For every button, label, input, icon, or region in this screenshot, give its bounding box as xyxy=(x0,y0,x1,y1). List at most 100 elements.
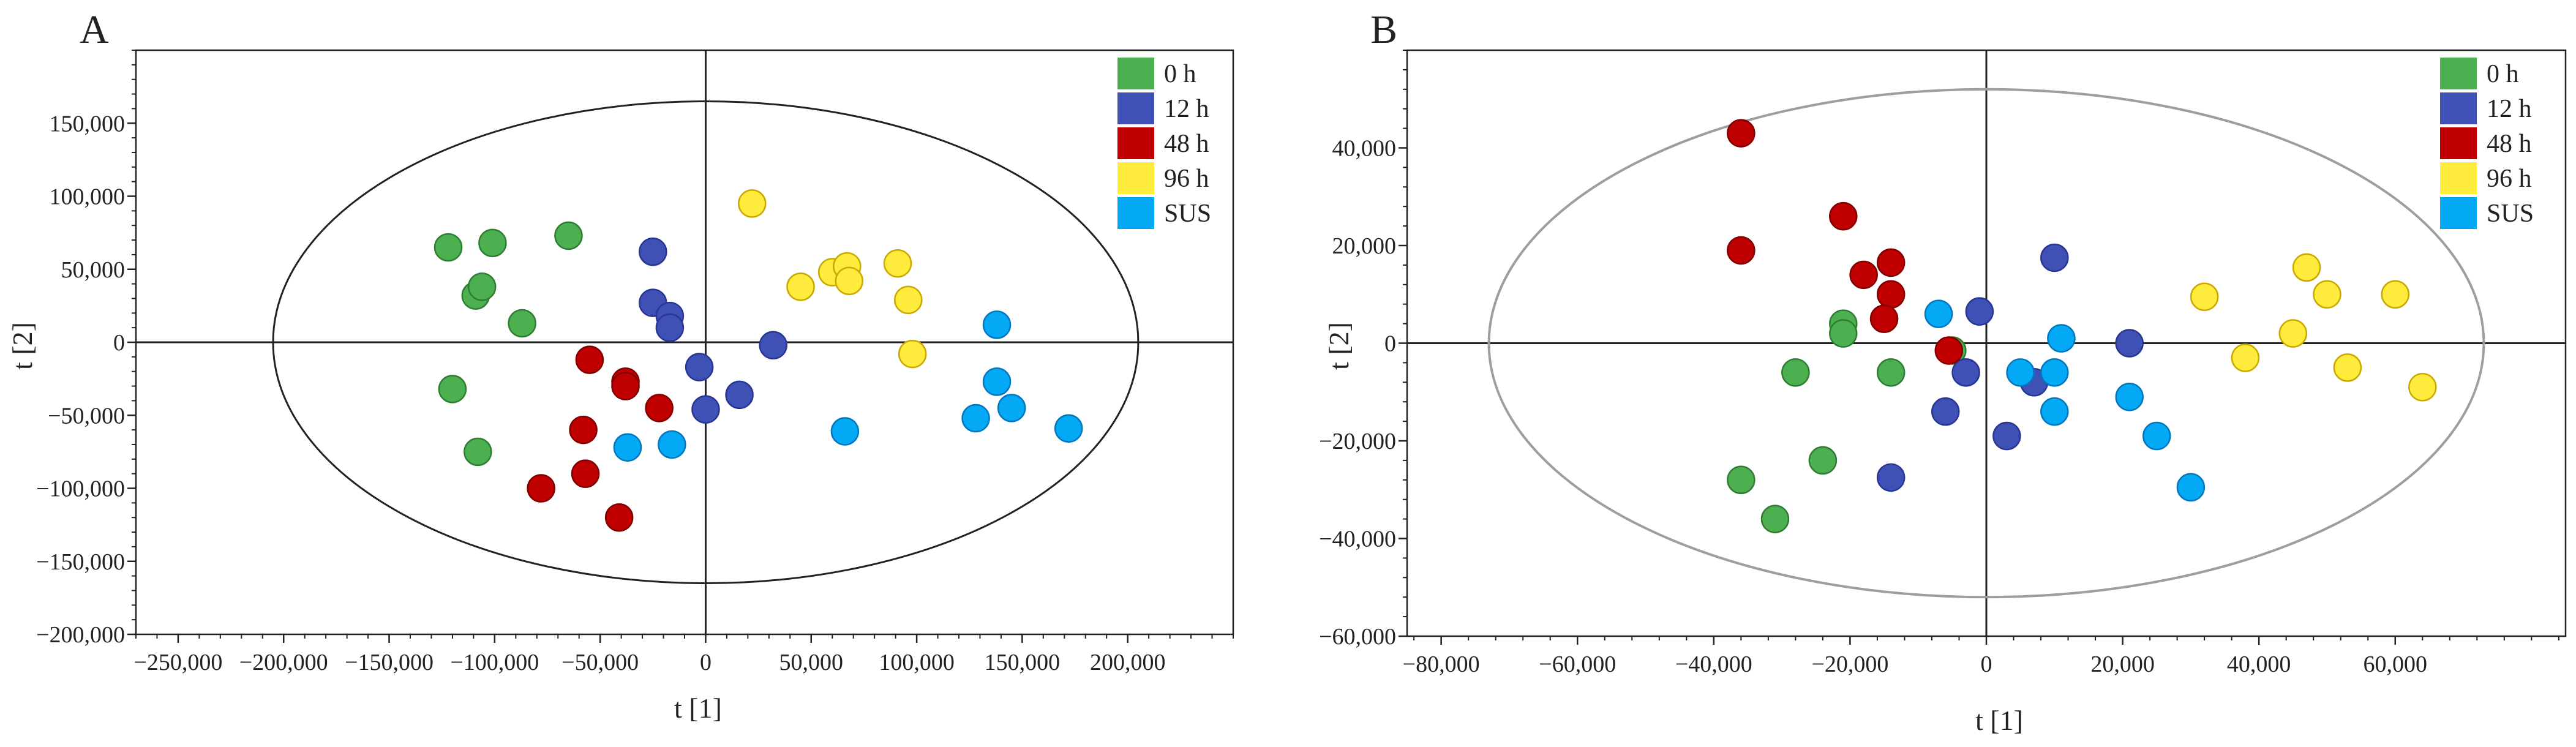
panel-a-point-12h xyxy=(655,313,685,342)
panel-a-point-0h xyxy=(464,437,492,467)
panel-a-point-48h xyxy=(527,474,555,503)
panel-b-y-tick-label: −20,000 xyxy=(1319,429,1396,454)
panel-a-legend-swatch-12h xyxy=(1117,92,1154,124)
panel-b-point-0h xyxy=(1760,505,1790,533)
panel-b-legend-swatch-12h xyxy=(2440,92,2477,124)
panel-b-point-48h xyxy=(1876,248,1906,277)
panel-a-point-0h xyxy=(438,375,467,404)
panel-b-legend-label-96h: 96 h xyxy=(2487,165,2532,193)
panel-a-y-tick-label: −100,000 xyxy=(36,476,125,502)
panel-a-legend-swatch-0h xyxy=(1117,58,1154,89)
panel-a-y-tick-label: −50,000 xyxy=(48,403,125,429)
panel-b-y-tick-label: 0 xyxy=(1384,331,1396,357)
panel-a-x-tick-label: 50,000 xyxy=(779,650,844,675)
panel-a-point-sus xyxy=(961,404,990,433)
panel-a-label: A xyxy=(80,7,109,52)
panel-a-legend-swatch-sus xyxy=(1117,197,1154,229)
panel-a-point-sus xyxy=(982,310,1012,339)
panel-b-point-0h xyxy=(1829,319,1858,348)
panel-a-point-12h xyxy=(725,380,754,410)
panel-a-y-axis-title: t [2] xyxy=(7,322,38,370)
panel-a-point-48h xyxy=(571,459,600,488)
panel-b-point-sus xyxy=(2142,421,2171,451)
panel-b-point-12h xyxy=(1965,297,1994,326)
panel-a-point-sus xyxy=(982,367,1012,396)
panel-a-y-tick-label: 0 xyxy=(113,330,125,356)
panel-a-y-tick-label: 150,000 xyxy=(50,111,126,137)
panel-b-point-0h xyxy=(1808,446,1838,475)
panel-b-point-12h xyxy=(1992,421,2021,451)
panel-a-legend-label-48h: 48 h xyxy=(1164,130,1209,158)
panel-b-legend-swatch-0h xyxy=(2440,58,2477,89)
panel-b-legend-swatch-48h xyxy=(2440,127,2477,159)
panel-b-x-tick-label: 20,000 xyxy=(2090,651,2155,677)
panel-b-x-tick-label: 60,000 xyxy=(2364,651,2428,677)
panel-a-point-96h xyxy=(894,285,923,315)
panel-b-point-48h xyxy=(1934,336,1964,365)
panel-b-point-12h xyxy=(1951,358,1980,387)
panel-b-point-96h xyxy=(2231,343,2260,372)
panel-b-label: B xyxy=(1370,7,1397,52)
panel-a-x-tick-label: 0 xyxy=(700,650,712,675)
panel-b-point-96h xyxy=(2381,280,2410,309)
panel-a-point-96h xyxy=(883,249,912,278)
panel-a-point-12h xyxy=(685,353,714,381)
panel-a-point-sus xyxy=(658,430,686,459)
panel-a-point-96h xyxy=(786,272,815,301)
panel-b-legend-label-0h: 0 h xyxy=(2487,60,2519,88)
panel-a-point-48h xyxy=(645,394,674,422)
panel-b-point-96h xyxy=(2408,373,2437,402)
panel-b-point-sus xyxy=(2176,473,2206,502)
panel-b-x-axis-title: t [1] xyxy=(1975,705,2023,736)
panel-b-point-sus xyxy=(2040,397,2069,426)
panel-a-x-tick-label: 150,000 xyxy=(985,650,1061,675)
panel-a-x-tick-label: −50,000 xyxy=(561,650,639,675)
panel-a-point-48h xyxy=(575,345,604,374)
panel-a-y-tick-label: −200,000 xyxy=(36,622,125,648)
panel-b-point-96h xyxy=(2313,280,2341,309)
panel-a-point-0h xyxy=(467,272,497,301)
panel-a-legend-label-0h: 0 h xyxy=(1164,60,1196,88)
panel-b-point-48h xyxy=(1869,304,1899,333)
panel-a-point-48h xyxy=(611,372,640,400)
panel-a-x-tick-label: 100,000 xyxy=(879,650,955,675)
panel-a-legend-label-96h: 96 h xyxy=(1164,165,1209,193)
panel-b-x-tick-label: −20,000 xyxy=(1811,651,1888,677)
panel-b-point-12h xyxy=(1876,463,1906,492)
panel-a-point-sus xyxy=(1054,414,1083,443)
panel-a-legend-label-sus: SUS xyxy=(1164,200,1211,228)
panel-b-legend-label-48h: 48 h xyxy=(2487,130,2532,158)
panel-a-point-sus xyxy=(830,417,860,446)
panel-a-x-axis-title: t [1] xyxy=(674,693,722,724)
panel-a-point-12h xyxy=(639,237,667,266)
panel-a-point-0h xyxy=(508,309,536,338)
panel-b-legend-label-12h: 12 h xyxy=(2487,95,2532,123)
panel-b-point-0h xyxy=(1727,465,1756,495)
panel-a-legend-swatch-48h xyxy=(1117,127,1154,159)
panel-a-legend-swatch-96h xyxy=(1117,162,1154,194)
panel-b-x-tick-label: 0 xyxy=(1981,651,1992,677)
panel-b-x-tick-label: 40,000 xyxy=(2227,651,2291,677)
panel-a-point-12h xyxy=(691,395,720,424)
panel-a-point-sus xyxy=(997,394,1026,422)
panel-b-point-96h xyxy=(2292,253,2321,282)
panel-b-y-tick-label: −60,000 xyxy=(1319,624,1396,650)
panel-a-x-tick-label: −200,000 xyxy=(239,650,328,675)
panel-b-y-tick-label: 20,000 xyxy=(1332,233,1397,259)
panel-b-point-48h xyxy=(1849,260,1878,290)
panel-b-legend-swatch-96h xyxy=(2440,162,2477,194)
panel-b-y-tick-label: −40,000 xyxy=(1319,527,1396,552)
panel-b-x-tick-label: −60,000 xyxy=(1539,651,1616,677)
panel-a-point-0h xyxy=(478,228,507,258)
panel-b-point-96h xyxy=(2333,353,2362,382)
panel-b-hotelling-ellipse xyxy=(1487,88,2485,599)
panel-a-y-tick-label: 100,000 xyxy=(50,184,126,210)
panel-a-legend-label-12h: 12 h xyxy=(1164,95,1209,123)
panel-a-y-tick-label: −150,000 xyxy=(36,549,125,575)
panel-b-point-48h xyxy=(1829,201,1858,231)
panel-b-point-sus xyxy=(1924,299,1953,328)
panel-b-y-axis-title: t [2] xyxy=(1323,322,1354,370)
panel-a-point-96h xyxy=(835,266,864,296)
panel-b-x-tick-label: −80,000 xyxy=(1403,651,1480,677)
